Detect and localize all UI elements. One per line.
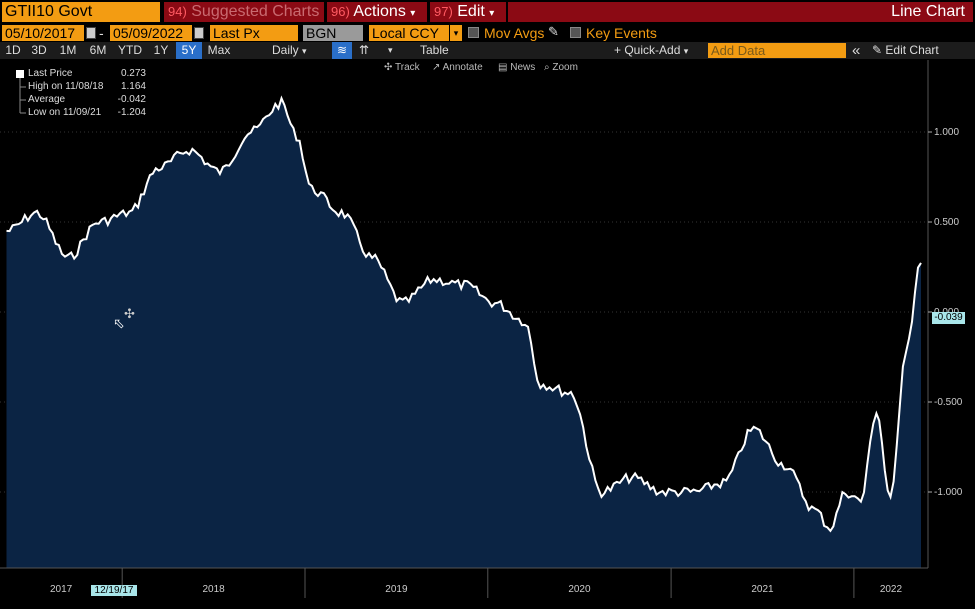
- legend-last-price-label: Last Price: [28, 68, 73, 79]
- actions-label: Actions: [353, 3, 406, 20]
- start-date-field[interactable]: 05/10/2017: [2, 25, 84, 41]
- actions-menu[interactable]: 96) Actions ▾: [327, 2, 427, 22]
- series-line: [6, 95, 922, 533]
- y-tick-label: -0.500: [934, 397, 963, 408]
- x-tick-label: 2021: [751, 584, 774, 595]
- suggested-charts-menu[interactable]: 94) Suggested Charts: [164, 2, 324, 22]
- news-icon: ▤: [498, 62, 508, 73]
- actions-num: 96): [331, 4, 350, 19]
- table-button[interactable]: Table: [420, 43, 449, 57]
- track-icon: ✣: [384, 62, 393, 73]
- range-button-1y[interactable]: 1Y: [153, 43, 169, 57]
- calendar-icon[interactable]: [86, 27, 96, 39]
- chevron-down-icon: ▾: [410, 8, 416, 19]
- top-bar: GTII10 Govt 94) Suggested Charts 96) Act…: [0, 0, 975, 24]
- currency-select[interactable]: Local CCY: [369, 25, 449, 41]
- mov-avgs-checkbox[interactable]: [468, 27, 479, 38]
- legend-last-price-value: 0.273: [120, 68, 146, 79]
- edit-chart-button[interactable]: ✎ Edit Chart: [872, 42, 974, 59]
- price-chart[interactable]: 1.0000.5000.000-0.500-1.0002017201820192…: [0, 60, 975, 609]
- range-button-ytd[interactable]: YTD: [118, 43, 142, 57]
- source-field[interactable]: BGN: [303, 25, 363, 41]
- quick-add-label: + Quick-Add: [614, 43, 681, 57]
- frequency-select[interactable]: Daily ▾: [272, 42, 326, 59]
- annotate-label: Annotate: [442, 62, 483, 73]
- x-tick-label: 2020: [568, 584, 591, 595]
- y-tick-label: 0.500: [934, 217, 959, 228]
- legend-tree-lines: [19, 78, 26, 114]
- legend-high-label: High on 11/08/18: [28, 81, 104, 92]
- candle-chart-icon[interactable]: ⇈: [358, 43, 370, 57]
- edit-num: 97): [434, 4, 453, 19]
- x-tick-label: 2018: [202, 584, 225, 595]
- y-tick-label: 1.000: [934, 127, 959, 138]
- chevron-down-icon[interactable]: ▾: [450, 25, 462, 41]
- range-button-3d[interactable]: 3D: [31, 43, 47, 57]
- crosshair-icon: ✣: [124, 306, 135, 321]
- zoom-icon: ⌕: [544, 62, 550, 73]
- date-range-dash: -: [99, 25, 104, 41]
- price-field-select[interactable]: Last Px: [210, 25, 298, 41]
- news-label: News: [510, 62, 536, 73]
- frequency-label: Daily: [272, 43, 299, 57]
- chevron-down-icon[interactable]: ▾: [388, 45, 393, 55]
- legend-high: High on 11/08/18 1.164: [28, 81, 146, 93]
- annotate-icon: ↗: [432, 62, 441, 73]
- last-value-tag: -0.039: [932, 312, 965, 324]
- mouse-pointer-icon: ⬁: [113, 315, 125, 331]
- zoom-label: Zoom: [552, 62, 578, 73]
- pencil-icon[interactable]: ✎: [548, 24, 559, 39]
- legend-average-value: -0.042: [117, 94, 146, 105]
- calendar-icon[interactable]: [194, 27, 204, 39]
- edit-menu[interactable]: 97) Edit ▾: [430, 2, 506, 22]
- mov-avgs-label: Mov Avgs: [484, 25, 545, 41]
- legend: Last Price 0.273 High on 11/08/18 1.164 …: [8, 68, 148, 120]
- x-tick-label: 2017: [50, 584, 73, 595]
- range-button-6m[interactable]: 6M: [89, 43, 107, 57]
- key-events-checkbox[interactable]: [570, 27, 581, 38]
- chevron-down-icon: ▾: [683, 46, 689, 56]
- chevron-down-icon: ▾: [302, 46, 307, 56]
- range-toolbar: 1D 3D 1M 6M YTD 1Y 5Y Max Daily ▾ ≋ ⇈ ▾ Table +…: [0, 42, 975, 59]
- range-button-max[interactable]: Max: [207, 43, 231, 57]
- legend-last-price: Last Price 0.273: [28, 68, 146, 80]
- pencil-icon: ✎: [872, 43, 883, 57]
- suggested-charts-num: 94): [168, 4, 187, 19]
- quick-add-button[interactable]: + Quick-Add ▾: [614, 42, 704, 59]
- suggested-charts-label: Suggested Charts: [191, 3, 320, 20]
- legend-low: Low on 11/09/21 -1.204: [28, 107, 146, 119]
- series-area: [6, 98, 921, 569]
- line-chart-icon[interactable]: ≋: [332, 42, 352, 59]
- zoom-tool[interactable]: ⌕ Zoom: [544, 61, 578, 75]
- key-events-label: Key Events: [586, 25, 657, 41]
- y-tick-label: -1.000: [934, 487, 963, 498]
- chevron-down-icon: ▾: [489, 8, 495, 19]
- legend-average: Average -0.042: [28, 94, 146, 106]
- x-tick-label: 2022: [880, 584, 903, 595]
- news-tool[interactable]: ▤ News: [498, 61, 535, 75]
- edit-label: Edit: [457, 3, 485, 20]
- cursor-date-tag: 12/19/17: [91, 585, 137, 596]
- range-button-5y[interactable]: 5Y: [176, 42, 202, 59]
- track-label: Track: [395, 62, 420, 73]
- track-tool[interactable]: ✣ Track: [384, 61, 420, 75]
- edit-chart-label: Edit Chart: [885, 43, 939, 57]
- chart-type-title: Line Chart: [508, 2, 973, 22]
- collapse-button[interactable]: «: [852, 42, 861, 59]
- legend-high-value: 1.164: [120, 81, 146, 92]
- series-color-swatch: [16, 70, 24, 78]
- ticker-field[interactable]: GTII10 Govt: [2, 2, 160, 22]
- legend-average-label: Average: [28, 94, 66, 105]
- end-date-field[interactable]: 05/09/2022: [110, 25, 192, 41]
- legend-low-value: -1.204: [117, 107, 146, 118]
- add-data-input[interactable]: Add Data: [708, 43, 846, 58]
- range-button-1d[interactable]: 1D: [5, 43, 21, 57]
- x-tick-label: 2019: [385, 584, 408, 595]
- controls-bar: 05/10/2017 - 05/09/2022 Last Px BGN Loca…: [0, 24, 975, 42]
- annotate-tool[interactable]: ↗ Annotate: [432, 61, 483, 75]
- legend-low-label: Low on 11/09/21: [28, 107, 102, 118]
- range-button-1m[interactable]: 1M: [59, 43, 77, 57]
